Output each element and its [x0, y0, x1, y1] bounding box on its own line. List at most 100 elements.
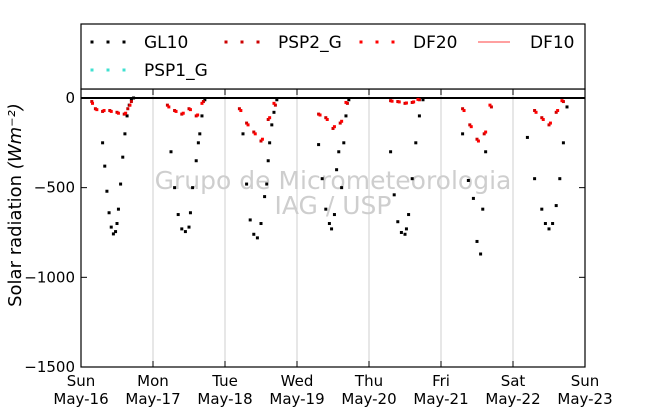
- legend-label-DF20: DF20: [413, 33, 458, 53]
- x-tick-date-6: May-22: [485, 390, 540, 408]
- point-GL10-15: [132, 96, 136, 100]
- legend-marker-GL10-2: [122, 40, 126, 44]
- point-GL10-31: [248, 218, 252, 222]
- point-DF20-14: [246, 123, 250, 127]
- series-DF20: [91, 97, 564, 143]
- legend-marker-PSP2_G-2: [256, 40, 260, 44]
- point-GL10-44: [324, 207, 328, 211]
- point-DF20-20: [325, 117, 329, 121]
- point-DF20-4: [116, 111, 120, 115]
- legend-label-GL10: GL10: [144, 33, 188, 53]
- legend-item-PSP1_G: PSP1_G: [90, 61, 208, 81]
- point-GL10-58: [403, 232, 407, 236]
- point-PSP2_G-16: [252, 130, 256, 134]
- point-GL10-1: [103, 164, 107, 168]
- point-GL10-26: [198, 132, 202, 136]
- point-GL10-47: [332, 213, 336, 217]
- y-tick-label-1: −500: [34, 179, 75, 197]
- point-DF20-17: [268, 116, 272, 120]
- x-tick-day-7: Sun: [571, 372, 600, 390]
- axis-ticks: 0−500−1000−1500SunMay-16MonMay-17TueMay-…: [24, 89, 612, 408]
- point-GL10-34: [259, 222, 263, 226]
- point-DF20-31: [476, 139, 480, 143]
- y-axis-label-text: Solar radiation: [5, 175, 26, 307]
- point-PSP2_G-32: [475, 137, 479, 141]
- point-PSP2_G-35: [533, 109, 537, 113]
- point-GL10-39: [270, 123, 274, 127]
- point-GL10-38: [268, 141, 272, 145]
- x-tick-date-3: May-19: [269, 390, 324, 408]
- x-tick-date-0: May-16: [53, 390, 108, 408]
- point-DF20-23: [344, 100, 348, 104]
- point-DF20-26: [404, 101, 408, 105]
- x-tick-day-6: Sat: [501, 372, 526, 390]
- point-GL10-53: [347, 98, 351, 102]
- point-DF20-8: [174, 109, 178, 113]
- point-GL10-37: [266, 159, 270, 163]
- point-PSP2_G-22: [331, 126, 335, 130]
- point-PSP2_G-15: [245, 121, 249, 125]
- point-GL10-16: [169, 150, 173, 154]
- point-DF20-1: [95, 108, 99, 112]
- point-GL10-68: [475, 239, 479, 243]
- x-tick-date-5: May-21: [413, 390, 468, 408]
- point-DF20-27: [412, 100, 416, 104]
- grid-lines: [152, 89, 514, 367]
- legend-marker-PSP2_G-1: [240, 40, 244, 44]
- point-DF20-25: [397, 100, 401, 104]
- point-GL10-41: [275, 98, 279, 102]
- legend-frame: [80, 23, 586, 90]
- point-DF20-3: [109, 109, 113, 113]
- legend-item-GL10: GL10: [90, 33, 188, 53]
- point-GL10-28: [203, 98, 207, 102]
- point-DF20-11: [196, 113, 200, 117]
- point-GL10-40: [272, 110, 276, 114]
- point-DF20-15: [253, 132, 257, 136]
- legend-marker-PSP2_G-0: [224, 40, 228, 44]
- point-GL10-24: [194, 159, 198, 163]
- point-DF20-24: [390, 99, 394, 103]
- point-GL10-32: [252, 232, 256, 236]
- point-GL10-62: [414, 141, 418, 145]
- point-GL10-54: [389, 150, 393, 154]
- point-GL10-57: [399, 230, 403, 234]
- point-DF20-10: [188, 108, 192, 112]
- y-axis-unit: (Wm⁻²): [5, 103, 26, 169]
- point-DF20-9: [181, 111, 185, 115]
- point-GL10-61: [410, 177, 414, 181]
- point-GL10-42: [317, 143, 321, 147]
- point-GL10-20: [183, 230, 187, 234]
- point-GL10-43: [320, 177, 324, 181]
- point-GL10-78: [554, 204, 558, 208]
- point-PSP2_G-36: [540, 116, 544, 120]
- legend-marker-GL10-0: [90, 40, 94, 44]
- point-GL10-30: [245, 182, 249, 186]
- legend: GL10 PSP2_G DF20 DF10 PSP1_G: [80, 23, 586, 90]
- legend-item-DF20: DF20: [359, 33, 458, 53]
- point-GL10-74: [540, 207, 544, 211]
- point-GL10-10: [121, 155, 125, 159]
- point-GL10-12: [125, 114, 129, 118]
- x-tick-day-1: Mon: [137, 372, 169, 390]
- point-GL10-21: [187, 225, 191, 229]
- point-PSP2_G-37: [547, 123, 551, 127]
- point-GL10-33: [255, 236, 259, 240]
- point-GL10-80: [561, 141, 565, 145]
- point-GL10-0: [101, 141, 105, 145]
- point-PSP2_G-14: [237, 107, 241, 111]
- point-DF20-36: [548, 121, 552, 125]
- point-DF20-32: [484, 130, 488, 134]
- legend-marker-DF20-1: [375, 40, 379, 44]
- point-GL10-6: [114, 230, 118, 234]
- x-tick-day-5: Fri: [432, 372, 450, 390]
- series-layer: [81, 96, 585, 256]
- point-DF20-18: [272, 101, 276, 105]
- point-PSP2_G-17: [259, 139, 263, 143]
- point-DF20-29: [462, 109, 466, 113]
- point-PSP2_G-21: [324, 116, 328, 120]
- point-PSP2_G-38: [554, 110, 558, 114]
- point-DF20-37: [556, 109, 560, 113]
- legend-item-DF10: DF10: [478, 33, 575, 53]
- point-GL10-71: [484, 150, 488, 154]
